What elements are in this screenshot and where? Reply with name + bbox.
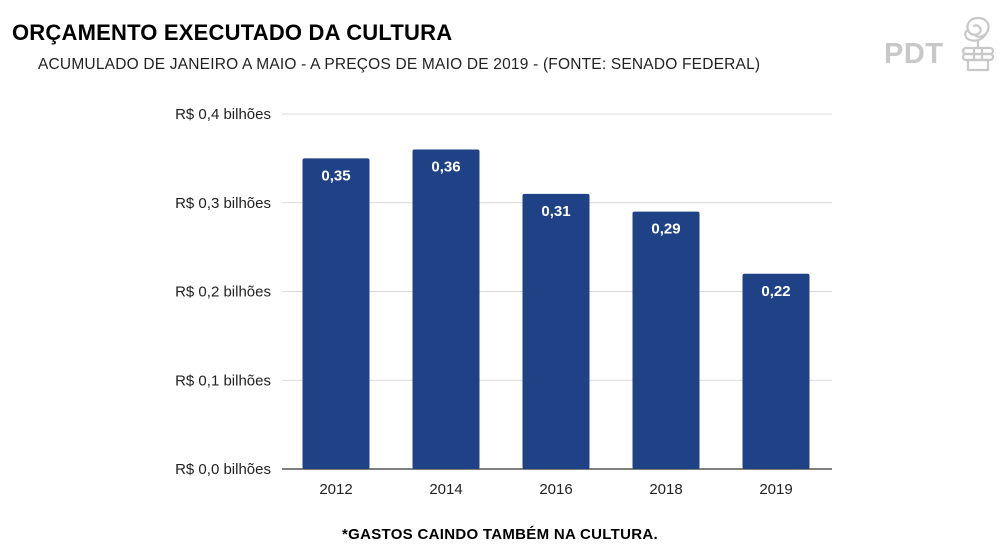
y-tick-label: R$ 0,4 bilhões bbox=[175, 106, 271, 123]
x-axis-ticks: 2012 2014 2016 2018 2019 bbox=[319, 481, 792, 498]
bar bbox=[632, 211, 700, 469]
data-label: 0,31 bbox=[541, 203, 570, 220]
x-tick-label: 2019 bbox=[759, 481, 792, 498]
y-tick-label: R$ 0,2 bilhões bbox=[175, 284, 271, 301]
data-label: 0,35 bbox=[321, 167, 350, 184]
x-tick-label: 2014 bbox=[429, 481, 462, 498]
y-tick-label: R$ 0,3 bilhões bbox=[175, 195, 271, 212]
pdt-logo: PDT bbox=[884, 14, 1000, 74]
chart-subtitle: ACUMULADO DE JANEIRO A MAIO - A PREÇOS D… bbox=[38, 56, 761, 73]
data-label: 0,22 bbox=[761, 283, 790, 300]
rose-fist-icon bbox=[961, 16, 995, 72]
y-axis-ticks: R$ 0,0 bilhões R$ 0,1 bilhões R$ 0,2 bilhõ… bbox=[175, 106, 271, 478]
bars bbox=[302, 149, 810, 469]
bar bbox=[302, 158, 370, 469]
data-label: 0,29 bbox=[651, 221, 680, 238]
logo-text: PDT bbox=[884, 38, 944, 70]
bar bbox=[412, 149, 480, 469]
x-tick-label: 2016 bbox=[539, 481, 572, 498]
bar bbox=[742, 273, 810, 469]
bar-chart: R$ 0,0 bilhões R$ 0,1 bilhões R$ 0,2 bilhõ… bbox=[175, 106, 832, 498]
x-tick-label: 2012 bbox=[319, 481, 352, 498]
data-labels: 0,35 0,36 0,31 0,29 0,22 bbox=[321, 159, 790, 300]
footnote: *GASTOS CAINDO TAMBÉM NA CULTURA. bbox=[341, 526, 658, 543]
x-tick-label: 2018 bbox=[649, 481, 682, 498]
data-label: 0,36 bbox=[431, 159, 460, 176]
bar bbox=[522, 193, 590, 469]
y-tick-label: R$ 0,0 bilhões bbox=[175, 461, 271, 478]
chart-title: ORÇAMENTO EXECUTADO DA CULTURA bbox=[12, 20, 453, 45]
y-tick-label: R$ 0,1 bilhões bbox=[175, 372, 271, 389]
